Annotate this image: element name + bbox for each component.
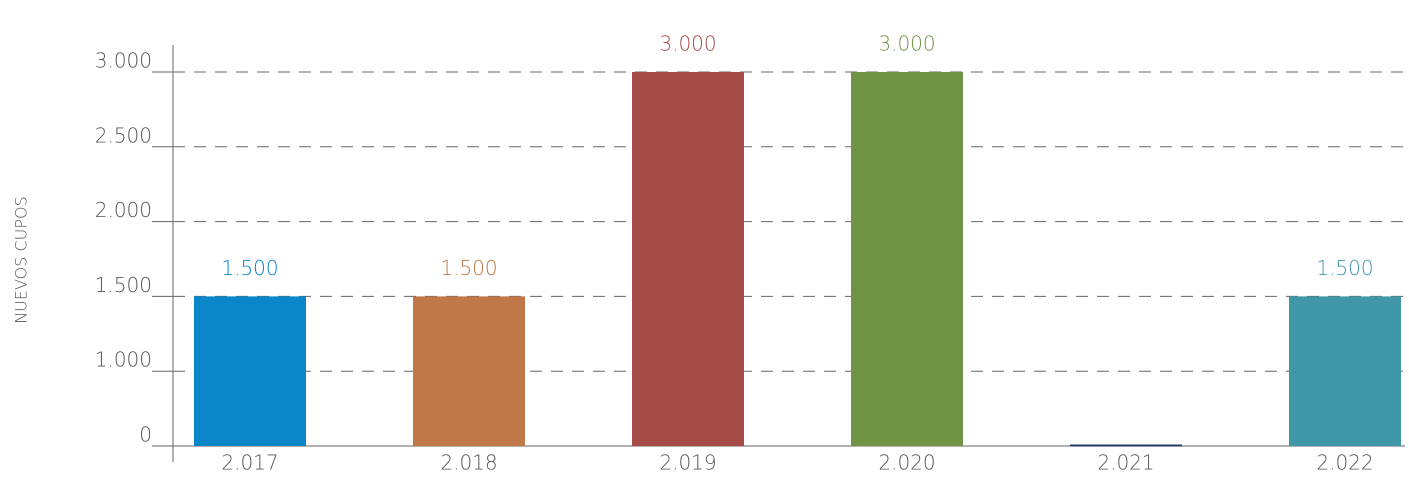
bar xyxy=(1289,296,1401,446)
x-tick-label: 2.019 xyxy=(659,451,716,475)
bar xyxy=(194,296,306,446)
y-tick-label: 0 xyxy=(139,423,152,447)
bar xyxy=(632,72,744,446)
value-label: 1.500 xyxy=(1316,256,1373,280)
x-tick-label: 2.018 xyxy=(440,451,497,475)
value-label: 3.000 xyxy=(878,32,935,56)
x-tick-label: 2.017 xyxy=(221,451,278,475)
y-tick-label: 2.000 xyxy=(95,198,152,222)
x-tick-label: 2.020 xyxy=(878,451,935,475)
y-tick-label: 3.000 xyxy=(95,49,152,73)
value-label: 1.500 xyxy=(440,256,497,280)
x-tick-label: 2.021 xyxy=(1097,451,1154,475)
y-tick-label: 2.500 xyxy=(95,123,152,147)
bar xyxy=(413,296,525,446)
y-tick-label: 1.500 xyxy=(95,273,152,297)
x-tick-label: 2.022 xyxy=(1316,451,1373,475)
value-label: 1.500 xyxy=(221,256,278,280)
bar xyxy=(1070,444,1182,447)
bar xyxy=(851,72,963,446)
y-tick-label: 1.000 xyxy=(95,348,152,372)
y-axis-label: NUEVOS CUPOS xyxy=(12,196,31,324)
value-label: 3.000 xyxy=(659,32,716,56)
